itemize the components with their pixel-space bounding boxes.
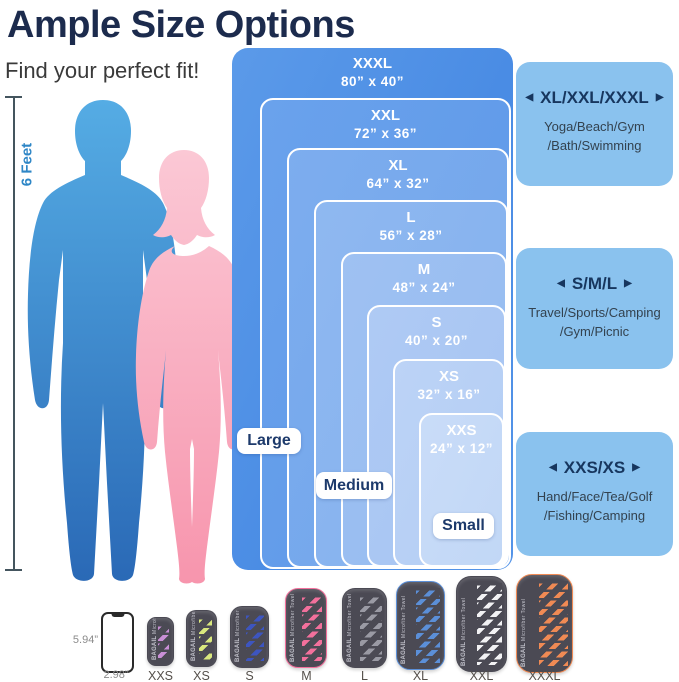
size-name: M xyxy=(417,261,431,278)
pouch-brand-text: BAGAIL Microfiber Towel xyxy=(347,593,353,662)
size-name: L xyxy=(406,209,416,226)
size-dims: 40” x 20” xyxy=(404,332,469,348)
pouch-brand-text: BAGAIL Microfiber Towel xyxy=(461,597,467,666)
stripe-pattern xyxy=(302,595,322,661)
usage-box-title: ◀ XXS/XS ▶ xyxy=(516,458,673,478)
usage-box-medium-sizes: ◀ S/M/L ▶ Travel/Sports/Camping /Gym/Pic… xyxy=(516,248,673,369)
measure-line xyxy=(13,97,15,570)
size-name: XL xyxy=(388,157,408,174)
towel-pouch-xxxl: BAGAIL Microfiber Towel xyxy=(516,574,573,673)
stripe-pattern xyxy=(476,583,502,665)
size-name: XXL xyxy=(370,107,401,124)
page-subtitle: Find your perfect fit! xyxy=(5,58,200,83)
pouch-brand-text: BAGAIL Microfiber Towel xyxy=(401,595,407,664)
pouch-brand-text: BAGAIL Microfiber Towel xyxy=(521,598,527,667)
right-arrow-icon: ▶ xyxy=(632,462,640,473)
group-label-medium: Medium xyxy=(316,472,392,499)
size-dims: 56” x 28” xyxy=(379,227,443,243)
male-silhouette xyxy=(27,100,179,581)
group-label-small: Small xyxy=(433,513,494,539)
size-name: XXS xyxy=(446,422,477,439)
pouch-label-xxl: XXL xyxy=(469,669,494,682)
pouch-brand-text: BAGAIL Microfiber Towel xyxy=(235,606,241,662)
size-dims: 48” x 24” xyxy=(392,279,456,295)
size-name: S xyxy=(431,314,442,331)
right-arrow-icon: ▶ xyxy=(624,278,632,289)
usage-box-small-sizes: ◀ XXS/XS ▶ Hand/Face/Tea/Golf /Fishing/C… xyxy=(516,432,673,556)
stripe-pattern xyxy=(415,588,440,663)
size-dims: 72” x 36” xyxy=(353,125,418,141)
pouch-label-s: S xyxy=(245,669,254,682)
towel-pouch-xl: BAGAIL Microfiber Towel xyxy=(396,581,445,670)
phone-height-label: 5.94” xyxy=(72,634,98,646)
towel-pouch-xxl: BAGAIL Microfiber Towel xyxy=(456,576,507,672)
stripe-pattern xyxy=(245,613,264,661)
size-dims: 32” x 16” xyxy=(417,386,481,402)
pouch-label-xxxl: XXXL xyxy=(528,669,561,682)
phone-notch xyxy=(111,613,124,617)
towel-pouch-s: BAGAIL Microfiber Towel xyxy=(230,606,269,668)
right-arrow-icon: ▶ xyxy=(655,92,664,103)
stripe-pattern xyxy=(360,595,382,661)
size-dims: 24” x 12” xyxy=(429,440,494,456)
female-silhouette xyxy=(135,150,246,584)
size-dims: 80” x 40” xyxy=(340,73,405,89)
pouch-label-m: M xyxy=(301,669,312,682)
usage-box-sizes: S/M/L xyxy=(571,274,618,293)
page-title: Ample Size Options xyxy=(7,4,355,46)
usage-box-description: Yoga/Beach/Gym /Bath/Swimming xyxy=(544,119,645,153)
stripe-pattern xyxy=(539,581,568,666)
size-name: XXXL xyxy=(352,55,393,72)
size-dims: 64” x 32” xyxy=(366,175,430,191)
pouch-label-xl: XL xyxy=(412,669,429,682)
size-rect-xxs: XXS 24” x 12” xyxy=(419,413,504,567)
usage-box-sizes: XXS/XS xyxy=(563,458,626,477)
usage-box-large-sizes: ◀ XL/XXL/XXXL ▶ Yoga/Beach/Gym /Bath/Swi… xyxy=(516,62,673,186)
usage-box-sizes: XL/XXL/XXXL xyxy=(540,88,649,107)
pouch-label-xs: XS xyxy=(193,669,210,682)
stripe-pattern xyxy=(198,617,212,660)
towel-pouch-l: BAGAIL Microfiber Towel xyxy=(342,588,387,668)
towel-pouch-xxs: BAGAIL Microfiber Towel xyxy=(147,617,174,666)
phone-width-label: 2.98” xyxy=(103,669,129,681)
towel-pouch-xs: BAGAIL Microfiber Towel xyxy=(186,610,217,667)
pouch-label-l: L xyxy=(361,669,368,682)
usage-box-description: Hand/Face/Tea/Golf /Fishing/Camping xyxy=(536,489,653,523)
phone-outline xyxy=(101,612,134,673)
group-label-large: Large xyxy=(237,428,301,454)
left-arrow-icon: ◀ xyxy=(549,462,557,473)
towel-pouch-m: BAGAIL Microfiber Towel xyxy=(285,588,327,668)
usage-box-description: Travel/Sports/Camping /Gym/Picnic xyxy=(528,305,661,339)
measure-tick-bottom xyxy=(5,569,22,571)
left-arrow-icon: ◀ xyxy=(525,92,534,103)
stripe-pattern xyxy=(158,624,169,659)
pouch-label-xxs: XXS xyxy=(147,669,173,682)
pouch-brand-text: BAGAIL Microfiber Towel xyxy=(191,610,197,661)
left-arrow-icon: ◀ xyxy=(557,278,565,289)
human-silhouettes xyxy=(27,100,246,584)
size-name: XS xyxy=(438,368,459,385)
usage-box-title: ◀ XL/XXL/XXXL ▶ xyxy=(516,88,673,108)
usage-box-title: ◀ S/M/L ▶ xyxy=(516,274,673,294)
pouch-brand-text: BAGAIL Microfiber Towel xyxy=(290,593,296,662)
